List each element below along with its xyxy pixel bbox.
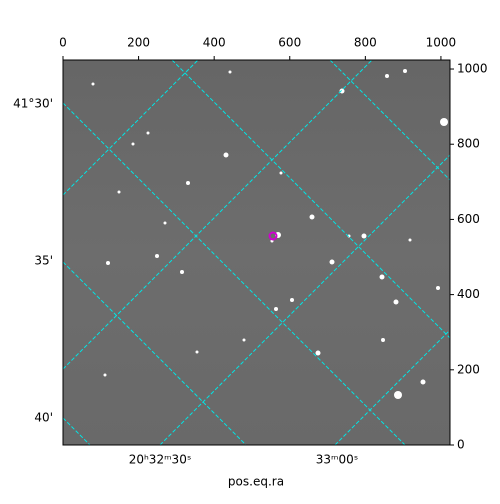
grid-line: [329, 59, 451, 181]
x-tick-label: 200: [127, 36, 150, 50]
y-tick-label: 200: [457, 362, 480, 376]
sky-image: [63, 60, 450, 445]
x-tick-label: 0: [59, 36, 67, 50]
dec-label: 41°30': [13, 97, 53, 111]
x-tick-label: 800: [354, 36, 377, 50]
grid-line: [62, 417, 91, 446]
ra-label: 33ᵐ00ˢ: [316, 453, 359, 467]
frame: [62, 59, 451, 446]
coordinate-grid: [62, 59, 451, 446]
dec-label: 40': [34, 411, 53, 425]
grid-line: [159, 154, 451, 446]
ra-label: 20ʰ32ᵐ30ˢ: [129, 453, 192, 467]
y-tick-label: 1000: [457, 62, 488, 76]
dec-label: 35': [34, 254, 53, 268]
y-tick-label: 400: [457, 287, 480, 301]
y-tick-label: 800: [457, 137, 480, 151]
x-tick-label: 400: [203, 36, 226, 50]
target-marker: [268, 231, 278, 241]
x-axis-label: pos.eq.ra: [228, 475, 284, 489]
x-tick-label: 1000: [426, 36, 457, 50]
y-tick-label: 0: [457, 438, 465, 452]
grid-line: [62, 59, 373, 370]
x-tick-label: 600: [278, 36, 301, 50]
grid-line: [62, 102, 406, 446]
grid-line: [171, 59, 451, 339]
grid-line: [62, 261, 247, 446]
stars: [91, 69, 448, 399]
grid-line: [334, 329, 451, 446]
grid-line: [62, 59, 199, 196]
y-tick-label: 600: [457, 212, 480, 226]
